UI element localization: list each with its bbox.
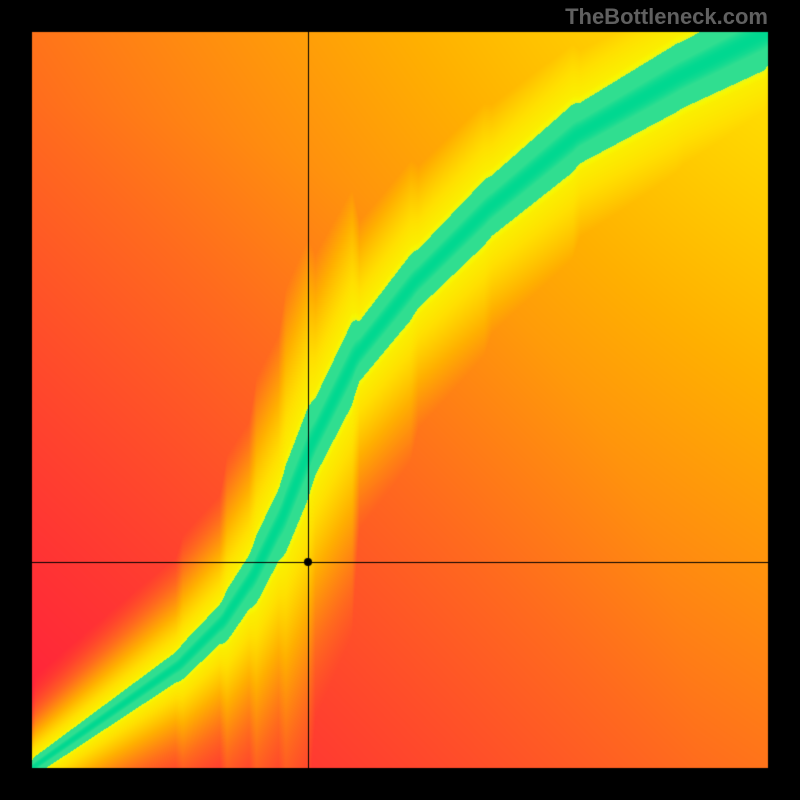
watermark-text: TheBottleneck.com (565, 4, 768, 30)
heatmap-canvas (0, 0, 800, 800)
chart-root: TheBottleneck.com (0, 0, 800, 800)
